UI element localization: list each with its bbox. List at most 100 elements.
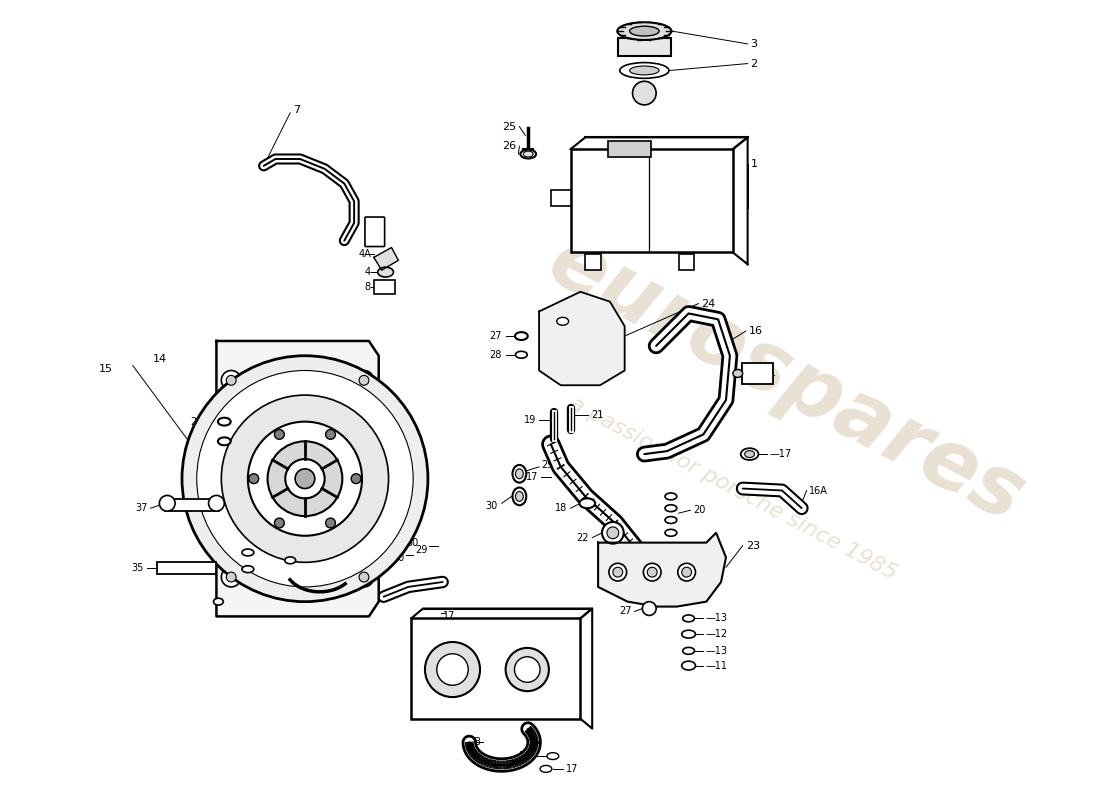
Text: —17: —17 [769, 449, 791, 459]
FancyBboxPatch shape [585, 254, 601, 270]
Text: 2: 2 [750, 58, 758, 69]
Text: 29: 29 [541, 460, 553, 470]
Text: 16: 16 [749, 326, 762, 336]
Ellipse shape [520, 150, 536, 158]
Ellipse shape [547, 753, 559, 759]
FancyBboxPatch shape [608, 142, 651, 157]
FancyBboxPatch shape [165, 499, 219, 511]
Text: 17: 17 [442, 611, 455, 622]
Ellipse shape [557, 318, 569, 326]
Circle shape [227, 375, 236, 386]
Ellipse shape [619, 62, 669, 78]
FancyBboxPatch shape [551, 190, 571, 206]
Text: 28: 28 [490, 350, 502, 360]
Text: 37: 37 [135, 503, 147, 514]
Ellipse shape [683, 615, 694, 622]
Ellipse shape [213, 598, 223, 605]
Text: 1: 1 [750, 159, 758, 169]
Ellipse shape [513, 465, 526, 482]
Circle shape [275, 518, 284, 528]
Ellipse shape [740, 448, 758, 460]
Polygon shape [374, 247, 398, 270]
FancyBboxPatch shape [157, 562, 217, 574]
Ellipse shape [629, 66, 659, 75]
Text: 25: 25 [503, 122, 516, 131]
Circle shape [326, 518, 336, 528]
Ellipse shape [242, 549, 254, 556]
Text: 15: 15 [98, 363, 112, 374]
Ellipse shape [733, 370, 742, 378]
Text: 8: 8 [365, 282, 371, 292]
FancyBboxPatch shape [618, 38, 671, 56]
Ellipse shape [629, 26, 659, 36]
Ellipse shape [377, 267, 394, 277]
FancyBboxPatch shape [741, 362, 773, 384]
Ellipse shape [285, 557, 296, 564]
Circle shape [160, 495, 175, 511]
Circle shape [295, 469, 315, 489]
Circle shape [515, 657, 540, 682]
Text: 17: 17 [565, 764, 578, 774]
Text: 23: 23 [746, 541, 760, 550]
Text: 19: 19 [524, 414, 536, 425]
Text: 4: 4 [365, 267, 371, 277]
Ellipse shape [682, 661, 695, 670]
Ellipse shape [666, 505, 676, 512]
Circle shape [354, 567, 374, 587]
Circle shape [602, 522, 624, 544]
Text: eurospares: eurospares [536, 221, 1038, 540]
Text: 27: 27 [619, 606, 631, 617]
Text: 22: 22 [576, 533, 590, 542]
Circle shape [227, 572, 236, 582]
Text: 32: 32 [239, 610, 252, 619]
Circle shape [285, 459, 324, 498]
Text: 30: 30 [485, 502, 498, 511]
Circle shape [248, 422, 362, 536]
Circle shape [326, 430, 336, 439]
Ellipse shape [745, 450, 755, 458]
Text: 21: 21 [591, 410, 604, 420]
Circle shape [249, 474, 258, 484]
Text: 10: 10 [393, 554, 405, 563]
Text: 16A: 16A [808, 486, 827, 495]
FancyBboxPatch shape [571, 149, 733, 253]
Text: —13: —13 [705, 646, 727, 656]
Ellipse shape [516, 351, 527, 358]
Circle shape [221, 567, 241, 587]
Circle shape [437, 654, 469, 686]
Circle shape [678, 563, 695, 581]
Circle shape [632, 82, 656, 105]
Polygon shape [539, 292, 625, 386]
Text: 3: 3 [750, 39, 758, 49]
Ellipse shape [666, 517, 676, 523]
Text: —13: —13 [705, 614, 727, 623]
Circle shape [351, 474, 361, 484]
Text: 16A: 16A [360, 590, 378, 600]
Circle shape [275, 430, 284, 439]
FancyBboxPatch shape [411, 618, 581, 718]
Circle shape [644, 563, 661, 581]
Text: 20: 20 [693, 505, 706, 515]
Polygon shape [598, 533, 726, 606]
Text: 30: 30 [406, 538, 418, 548]
Ellipse shape [683, 647, 694, 654]
Ellipse shape [218, 418, 231, 426]
Circle shape [197, 370, 414, 587]
Text: 27: 27 [190, 417, 202, 426]
Text: 29: 29 [416, 545, 428, 554]
Text: 18: 18 [556, 503, 568, 514]
Circle shape [267, 442, 342, 516]
Text: 9: 9 [676, 582, 683, 592]
Text: 16B: 16B [463, 738, 482, 747]
Ellipse shape [516, 491, 524, 502]
Text: 26: 26 [503, 142, 516, 151]
Ellipse shape [580, 498, 595, 508]
Circle shape [609, 563, 627, 581]
Circle shape [425, 642, 480, 697]
Circle shape [642, 602, 656, 615]
Ellipse shape [682, 630, 695, 638]
FancyBboxPatch shape [365, 217, 385, 246]
Text: a passion for porsche since 1985: a passion for porsche since 1985 [565, 394, 900, 584]
Text: —12: —12 [705, 629, 727, 639]
Circle shape [506, 648, 549, 691]
